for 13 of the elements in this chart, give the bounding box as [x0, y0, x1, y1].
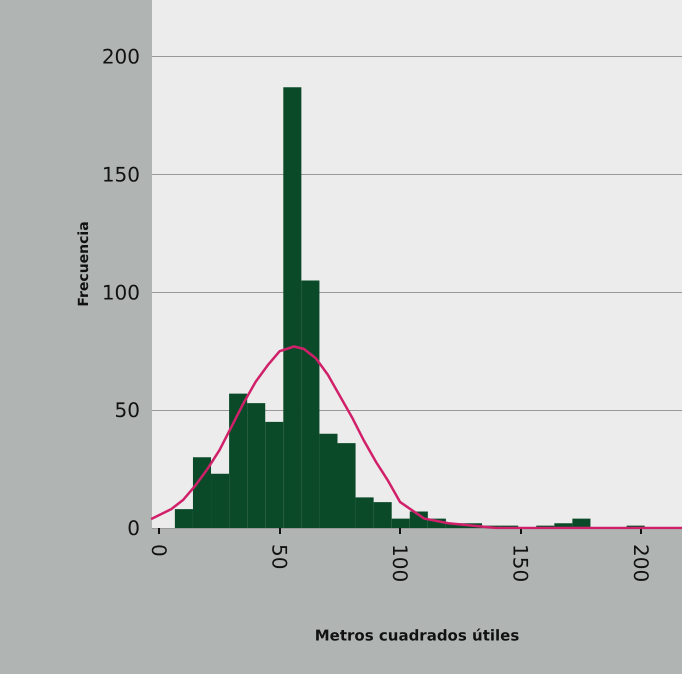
y-tick-label: 150 — [102, 162, 140, 186]
y-axis-title: Frecuencia — [76, 221, 92, 307]
x-tick-label: 0 — [147, 544, 172, 557]
y-tick-label: 50 — [114, 398, 140, 422]
y-tick-label: 0 — [127, 516, 140, 540]
x-axis-title: Metros cuadrados útiles — [314, 626, 520, 644]
x-tick-label: 50 — [268, 544, 292, 570]
y-tick-label: 100 — [102, 280, 140, 304]
x-tick-label: 150 — [508, 544, 533, 582]
y-tick-label: 200 — [102, 44, 140, 69]
line-series — [150, 345, 682, 530]
x-tick-label: 200 — [629, 544, 654, 582]
x-tick-label: 100 — [388, 544, 412, 582]
